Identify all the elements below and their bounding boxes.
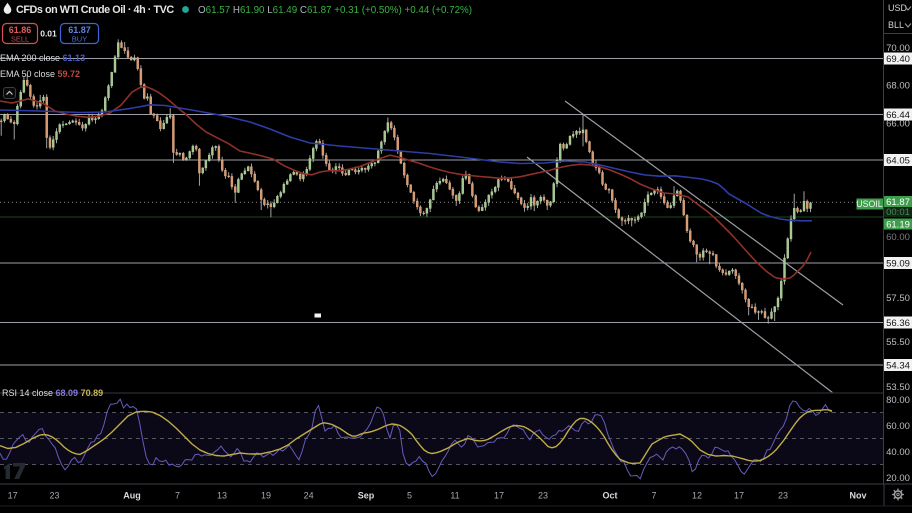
svg-text:12: 12 xyxy=(692,491,702,501)
svg-text:61.87: 61.87 xyxy=(68,25,91,35)
svg-text:23: 23 xyxy=(538,491,548,501)
svg-text:17: 17 xyxy=(734,491,744,501)
svg-text:55.50: 55.50 xyxy=(886,337,910,348)
svg-text:66.44: 66.44 xyxy=(886,110,910,121)
svg-text:68.00: 68.00 xyxy=(886,81,910,92)
svg-text:Sep: Sep xyxy=(358,491,375,501)
svg-text:20.00: 20.00 xyxy=(886,473,910,484)
svg-text:USOIL: USOIL xyxy=(856,199,883,209)
svg-text:53.50: 53.50 xyxy=(886,382,910,393)
svg-text:7: 7 xyxy=(651,491,656,501)
svg-text:EMA 50 close 59.72: EMA 50 close 59.72 xyxy=(0,69,80,79)
svg-text:70.00: 70.00 xyxy=(886,43,910,54)
svg-text:5: 5 xyxy=(407,491,412,501)
svg-text:11: 11 xyxy=(450,491,459,501)
svg-text:13: 13 xyxy=(217,491,227,501)
svg-text:7: 7 xyxy=(175,491,180,501)
svg-text:EMA 200 close 61.13: EMA 200 close 61.13 xyxy=(0,53,85,63)
svg-text:66.00: 66.00 xyxy=(886,119,910,130)
svg-text:BUY: BUY xyxy=(72,35,87,44)
svg-text:00:01: 00:01 xyxy=(886,207,910,218)
svg-text:54.34: 54.34 xyxy=(886,361,910,372)
svg-text:CFDs on WTI Crude Oil · 4h · T: CFDs on WTI Crude Oil · 4h · TVC xyxy=(16,4,174,16)
svg-text:RSI 14 close 68.09 70.89: RSI 14 close 68.09 70.89 xyxy=(2,388,103,398)
svg-text:BLL: BLL xyxy=(888,20,904,30)
svg-text:19: 19 xyxy=(261,491,271,501)
svg-text:0.01: 0.01 xyxy=(40,29,57,39)
svg-text:61.86: 61.86 xyxy=(9,25,32,35)
svg-text:17: 17 xyxy=(494,491,504,501)
svg-text:Oct: Oct xyxy=(602,491,617,501)
svg-text:40.00: 40.00 xyxy=(886,447,910,458)
svg-text:Aug: Aug xyxy=(123,491,141,501)
svg-text:17: 17 xyxy=(8,491,18,501)
svg-text:24: 24 xyxy=(304,491,314,501)
svg-text:Nov: Nov xyxy=(849,491,866,501)
svg-text:80.00: 80.00 xyxy=(886,395,910,406)
svg-text:60.00: 60.00 xyxy=(886,232,910,243)
svg-text:23: 23 xyxy=(778,491,788,501)
svg-text:60.00: 60.00 xyxy=(886,421,910,432)
svg-text:56.36: 56.36 xyxy=(886,318,910,329)
svg-text:23: 23 xyxy=(49,491,59,501)
svg-text:USD: USD xyxy=(888,3,908,13)
svg-text:69.40: 69.40 xyxy=(886,54,910,65)
svg-text:O61.57 H61.90 L61.49 C61.87 +0: O61.57 H61.90 L61.49 C61.87 +0.31 (+0.50… xyxy=(198,5,472,16)
svg-text:61.87: 61.87 xyxy=(886,197,910,208)
svg-text:SELL: SELL xyxy=(11,35,29,44)
svg-text:64.05: 64.05 xyxy=(886,156,910,167)
svg-text:59.09: 59.09 xyxy=(886,259,910,270)
svg-text:61.19: 61.19 xyxy=(886,220,910,231)
svg-text:57.50: 57.50 xyxy=(886,293,910,304)
